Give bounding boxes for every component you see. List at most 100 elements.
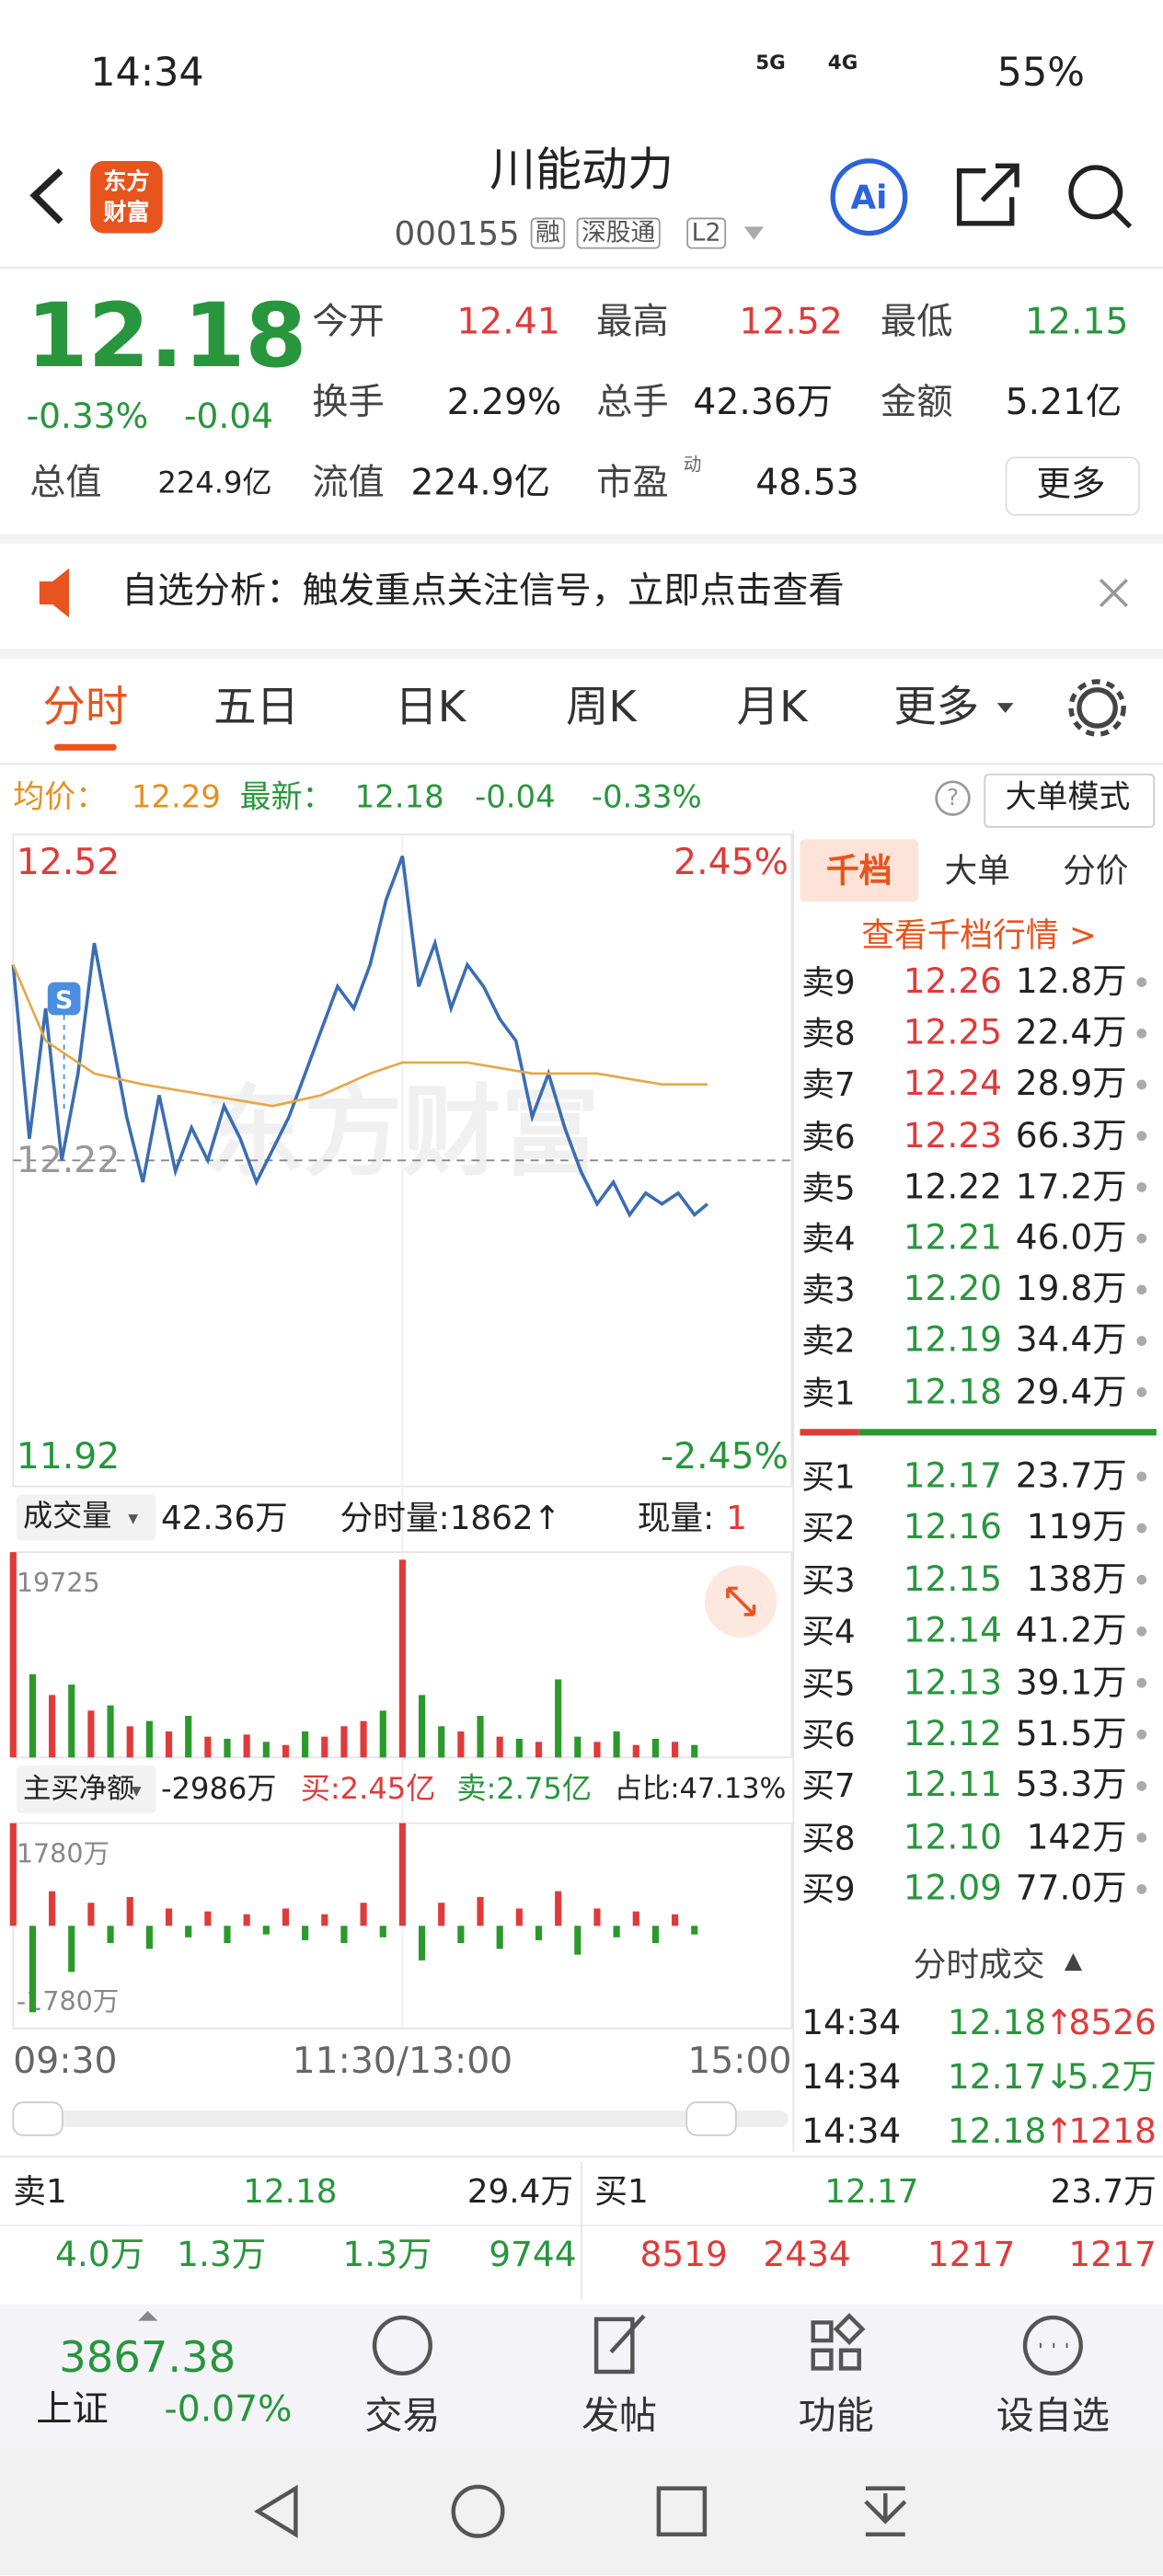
book-price: 12.12 [903, 1713, 1003, 1754]
book-label: 买3 [801, 1559, 856, 1600]
trade-icon[interactable] [372, 2315, 432, 2376]
book-dot [1136, 1574, 1147, 1585]
book-label: 卖1 [801, 1372, 856, 1412]
more-button-bg[interactable] [1005, 456, 1141, 516]
sell-size: 1.3万 [342, 2234, 432, 2274]
y2-tick-label: 2.45% [674, 842, 789, 883]
share-icon[interactable] [956, 163, 1019, 226]
book-dot [1136, 977, 1147, 987]
book-tab[interactable]: 分价 [1063, 850, 1129, 891]
book-price: 12.24 [903, 1064, 1003, 1104]
index-value[interactable]: 3867.38 [59, 2333, 236, 2384]
search-icon[interactable] [1068, 165, 1123, 220]
bar [126, 1726, 133, 1758]
buy-size: 2434 [763, 2234, 851, 2274]
mode-button[interactable]: 大单模式 [1005, 779, 1131, 816]
ai-label[interactable]: Ai [850, 177, 888, 217]
nav-menu[interactable] [864, 2486, 907, 2536]
trade-time: 14:34 [801, 2003, 902, 2043]
stat-value: 42.36万 [693, 382, 834, 424]
footer-button[interactable]: 发帖 [581, 2395, 658, 2439]
watchlist-icon[interactable] [1022, 2315, 1083, 2376]
bar [360, 1720, 367, 1758]
bar [68, 1926, 75, 1972]
book-dot [1136, 1780, 1147, 1791]
book-tab[interactable]: 千档 [826, 850, 892, 891]
scroll-handle[interactable] [685, 2101, 737, 2136]
trade-volume: 8526 [1068, 2003, 1157, 2043]
ask-bar [800, 1429, 859, 1436]
y-tick-label: 19725 [17, 1567, 100, 1598]
book-dot [1136, 1336, 1147, 1346]
bar [398, 1559, 406, 1758]
change-pct: -0.33% [26, 397, 149, 436]
volume-selector[interactable]: 成交量 [22, 1499, 112, 1535]
tag: 深股通 [576, 217, 661, 249]
settings-icon[interactable] [1077, 687, 1118, 729]
buy-size: 8519 [639, 2234, 728, 2274]
tab[interactable]: 分时 [42, 683, 129, 733]
buy-volume: 23.7万 [1050, 2171, 1157, 2212]
post-icon[interactable] [593, 2314, 646, 2375]
tab[interactable]: 日K [395, 683, 466, 733]
book-volume: 119万 [1026, 1507, 1127, 1547]
bar [340, 1926, 348, 1944]
last-change-pct: -0.33% [591, 779, 702, 816]
bar [515, 1738, 523, 1758]
buy-ratio: 占比:47.13% [614, 1773, 787, 1806]
last-label: 最新： [239, 779, 334, 816]
tab[interactable]: 五日 [213, 683, 299, 733]
back-icon[interactable] [29, 168, 63, 224]
book-price: 12.23 [903, 1115, 1003, 1156]
nav-back[interactable] [254, 2484, 298, 2538]
bar [243, 1734, 250, 1758]
book-volume: 23.7万 [1015, 1455, 1127, 1496]
more-button[interactable]: 更多 [1036, 464, 1106, 504]
settings-icon [1068, 679, 1126, 737]
book-dot [1136, 1626, 1147, 1637]
tab[interactable]: 更多 [893, 683, 980, 733]
bar [185, 1926, 192, 1938]
bar [49, 1695, 56, 1758]
nav-home[interactable] [451, 2484, 505, 2538]
book-label: 卖3 [801, 1270, 856, 1310]
bar [165, 1731, 173, 1758]
book-volume: 34.4万 [1015, 1320, 1127, 1361]
bar [418, 1695, 426, 1758]
trades-title[interactable]: 分时成交 [913, 1944, 1045, 1984]
dropdown-icon[interactable] [743, 226, 765, 240]
index-name[interactable]: 上证 [36, 2389, 109, 2432]
close-icon[interactable] [1099, 578, 1128, 608]
nav-recent[interactable] [656, 2486, 708, 2536]
separator [0, 534, 1163, 544]
index-icon [137, 2310, 158, 2321]
bar [457, 1926, 465, 1944]
flow-selector[interactable]: 主买净额 [22, 1773, 135, 1806]
footer-button[interactable]: 设自选 [996, 2395, 1110, 2439]
index-change[interactable]: -0.07% [164, 2389, 293, 2432]
tag: 融 [530, 217, 566, 249]
bar [224, 1926, 231, 1944]
tab[interactable]: 周K [565, 683, 637, 733]
tab[interactable]: 月K [736, 683, 808, 733]
buy-size: 1217 [927, 2234, 1016, 2274]
book-label: 买4 [801, 1611, 856, 1651]
scroll-handle[interactable] [12, 2101, 63, 2136]
mode-button-bg[interactable] [984, 773, 1156, 828]
network: 5G [755, 51, 786, 75]
book-dot [1136, 1131, 1147, 1142]
y-tick-label: 12.52 [17, 842, 120, 883]
function-icon[interactable] [811, 2313, 866, 2371]
bar [593, 1742, 601, 1758]
bar [302, 1731, 309, 1758]
footer-button[interactable]: 功能 [798, 2395, 874, 2439]
ai-icon[interactable] [830, 158, 908, 236]
help-icon[interactable] [935, 780, 971, 816]
help-mark[interactable]: ? [946, 785, 960, 811]
banner-text[interactable]: 自选分析：触发重点关注信号，立即点击查看 [121, 571, 845, 613]
trade-price: 12.17 [947, 2057, 1047, 2097]
footer-button[interactable]: 交易 [364, 2395, 441, 2439]
book-tab[interactable]: 大单 [944, 850, 1010, 891]
depth-link[interactable]: 查看千档行情 > [861, 914, 1097, 955]
